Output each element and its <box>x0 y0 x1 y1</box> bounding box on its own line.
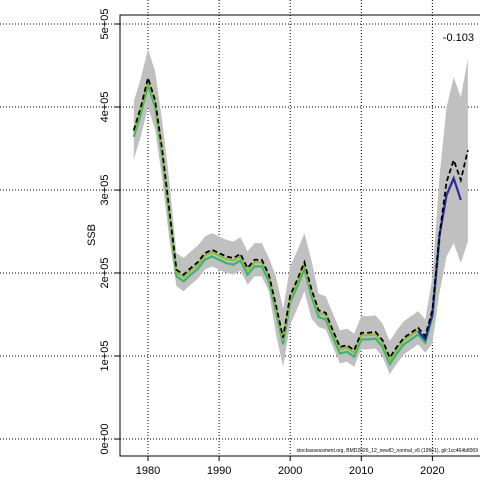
confidence-band <box>133 48 468 375</box>
y-tick-label: 2e+05 <box>99 258 111 289</box>
plot-frame <box>119 14 480 457</box>
y-axis-label: SSB <box>86 224 98 246</box>
series-line <box>132 74 469 360</box>
x-tick-label: 2000 <box>278 465 302 477</box>
series-line <box>132 76 434 363</box>
y-tick-label: 1e+05 <box>99 341 111 372</box>
footnote: stockassessment.org, BMD2026_12_newID_no… <box>297 448 479 454</box>
x-tick-label: 2010 <box>349 465 373 477</box>
y-tick-label: 3e+05 <box>99 175 111 206</box>
x-tick-label: 1980 <box>136 465 160 477</box>
y-tick-label: 4e+05 <box>99 92 111 123</box>
annotation: -0.103 <box>443 32 474 44</box>
x-tick-label: 1990 <box>207 465 231 477</box>
y-tick-label: 5e+05 <box>99 9 111 40</box>
y-tick-label: 0e+00 <box>99 424 111 455</box>
x-tick-label: 2020 <box>420 465 444 477</box>
